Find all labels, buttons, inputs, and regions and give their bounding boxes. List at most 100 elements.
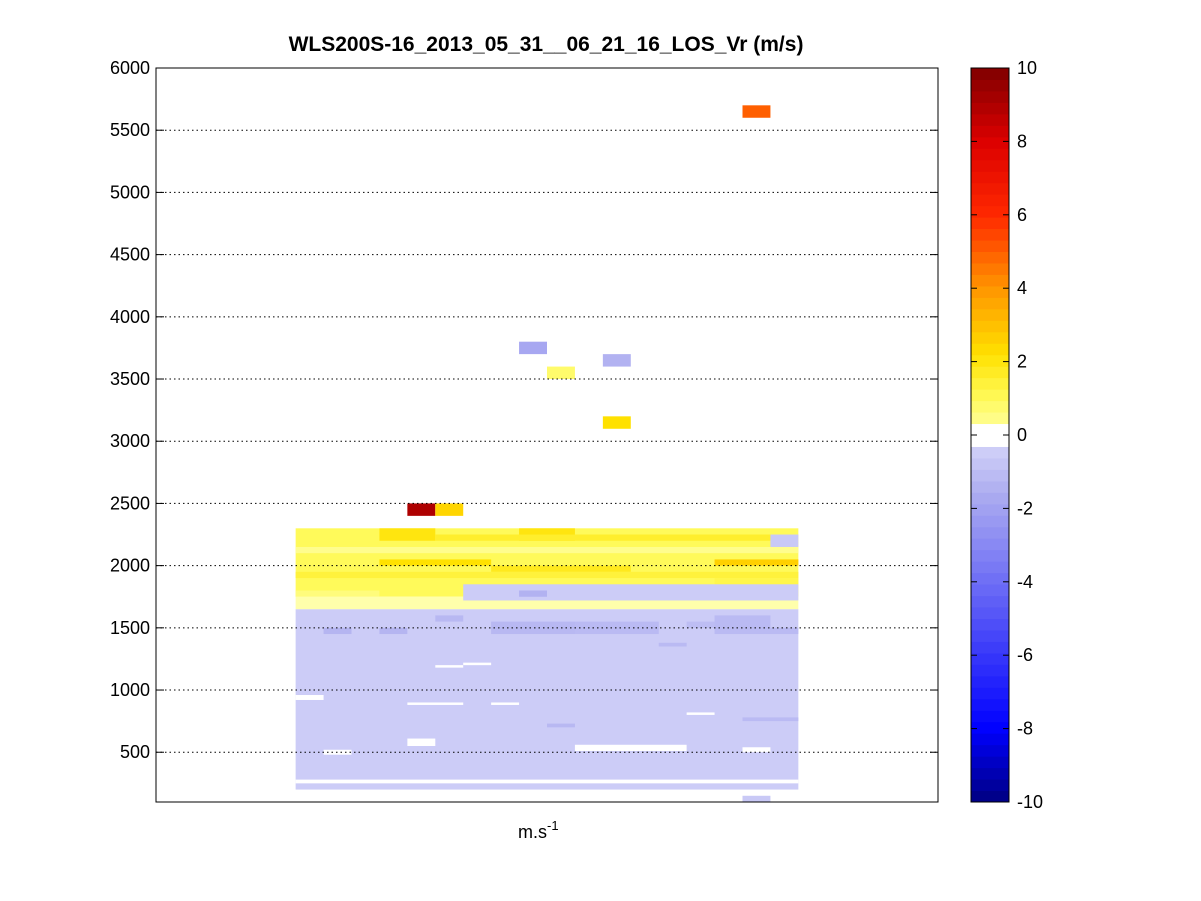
colorbar-block	[971, 377, 1009, 390]
colorbar-block	[971, 240, 1009, 252]
y-tick-label: 3500	[110, 369, 150, 389]
colorbar-block	[971, 205, 1009, 218]
colorbar-tick-label: 2	[1017, 352, 1027, 372]
colorbar-block	[971, 320, 1009, 333]
plot-area: 500 1000 1500 2000 2500 3000 3500 4000 4500 5000 5…	[110, 58, 939, 803]
colorbar-block	[971, 400, 1009, 413]
colorbar-block	[971, 629, 1009, 642]
colorbar-block	[971, 584, 1009, 597]
colorbar-block	[971, 285, 1009, 298]
x-axis-label-exponent: -1	[547, 818, 559, 833]
heatmap-cell	[407, 503, 436, 516]
colorbar-block	[971, 171, 1009, 184]
heatmap-cell	[379, 528, 436, 541]
colorbar-block	[971, 354, 1009, 367]
colorbar-tick-label: 4	[1017, 278, 1027, 298]
colorbar-block	[971, 607, 1009, 619]
heatmap-cell	[323, 627, 352, 635]
colorbar-block	[971, 457, 1009, 470]
heatmap-cell	[463, 662, 492, 666]
colorbar-block	[971, 194, 1009, 207]
heatmap-cell	[435, 665, 464, 668]
colorbar-block	[971, 446, 1009, 459]
colorbar-block	[971, 125, 1009, 138]
heatmap-cell	[547, 366, 575, 380]
colorbar-block	[971, 262, 1009, 275]
colorbar-block	[971, 652, 1009, 665]
y-tick-label: 6000	[110, 58, 150, 78]
y-tick-label: 4000	[110, 307, 150, 327]
y-axis-ticks: 500 1000 1500 2000 2500 3000 3500 4000 4500 5000 5…	[110, 58, 938, 762]
x-axis-label: m.s-1	[518, 818, 559, 842]
colorbar-block	[971, 733, 1009, 746]
heatmap-cell	[491, 702, 520, 705]
colorbar-block	[971, 595, 1009, 608]
heatmap-cell	[435, 534, 771, 541]
colorbar-block	[971, 68, 1009, 80]
heatmap-cell	[435, 615, 464, 622]
y-tick-label: 4500	[110, 245, 150, 265]
colorbar-block	[971, 767, 1009, 780]
heatmap-cell	[686, 621, 715, 628]
colorbar-block	[971, 343, 1009, 356]
colorbar-block	[971, 297, 1009, 310]
colorbar-ticks: -10 -8 -6 -4 -2 0 2 4 6 8 10	[971, 58, 1043, 812]
colorbar-tick-label: -8	[1017, 719, 1033, 739]
y-tick-label: 2000	[110, 556, 150, 576]
colorbar-tick-label: 8	[1017, 131, 1027, 151]
heatmap-cell	[770, 534, 799, 547]
heatmap-cell	[714, 559, 799, 566]
heatmap-cell	[742, 105, 771, 118]
heatmap-cell	[770, 627, 799, 635]
colorbar-block	[971, 687, 1009, 700]
colorbar-block	[971, 515, 1009, 528]
colorbar-block	[971, 538, 1009, 551]
heatmap-cell	[742, 747, 771, 753]
colorbar-block	[971, 790, 1009, 803]
heatmap-cell	[519, 341, 547, 355]
heatmap-cell	[295, 546, 799, 554]
colorbar-block	[971, 113, 1009, 126]
heatmap-cell	[714, 578, 799, 585]
y-tick-label: 5500	[110, 120, 150, 140]
colorbar-tick-label: 6	[1017, 205, 1027, 225]
y-tick-label: 5000	[110, 182, 150, 202]
colorbar-block	[971, 503, 1009, 516]
heatmap-cell	[519, 590, 547, 597]
heatmap-cells	[295, 105, 799, 802]
heatmap-cell	[295, 590, 380, 597]
colorbar-block	[971, 412, 1009, 425]
y-tick-label: 1000	[110, 680, 150, 700]
heatmap-cell	[407, 738, 436, 747]
heatmap-cell	[602, 354, 631, 367]
colorbar-block	[971, 698, 1009, 711]
colorbar-tick-label: -4	[1017, 572, 1033, 592]
heatmap-cell	[658, 642, 687, 647]
colorbar: -10 -8 -6 -4 -2 0 2 4 6 8 10	[970, 58, 1043, 812]
heatmap-cell	[602, 416, 631, 429]
heatmap-cell	[323, 749, 352, 755]
y-tick-label: 2500	[110, 493, 150, 513]
heatmap-cell	[435, 503, 464, 516]
heatmap-cell	[574, 744, 687, 751]
colorbar-block	[971, 389, 1009, 402]
colorbar-block	[971, 102, 1009, 115]
colorbar-block	[971, 435, 1009, 447]
colorbar-block	[971, 217, 1009, 230]
colorbar-tick-label: 0	[1017, 425, 1027, 445]
heatmap-cell	[379, 559, 492, 566]
heatmap-cell	[295, 571, 799, 579]
heatmap-cell	[491, 621, 575, 635]
colorbar-block	[971, 331, 1009, 344]
heatmap-cell	[686, 712, 715, 715]
colorbar-block	[971, 228, 1009, 241]
y-tick-label: 500	[120, 742, 150, 762]
colorbar-block	[971, 618, 1009, 631]
colorbar-block	[971, 549, 1009, 562]
colorbar-block	[971, 721, 1009, 734]
y-tick-label: 3000	[110, 431, 150, 451]
colorbar-block	[971, 136, 1009, 149]
colorbar-tick-label: 10	[1017, 58, 1037, 78]
colorbar-tick-label: -6	[1017, 645, 1033, 665]
